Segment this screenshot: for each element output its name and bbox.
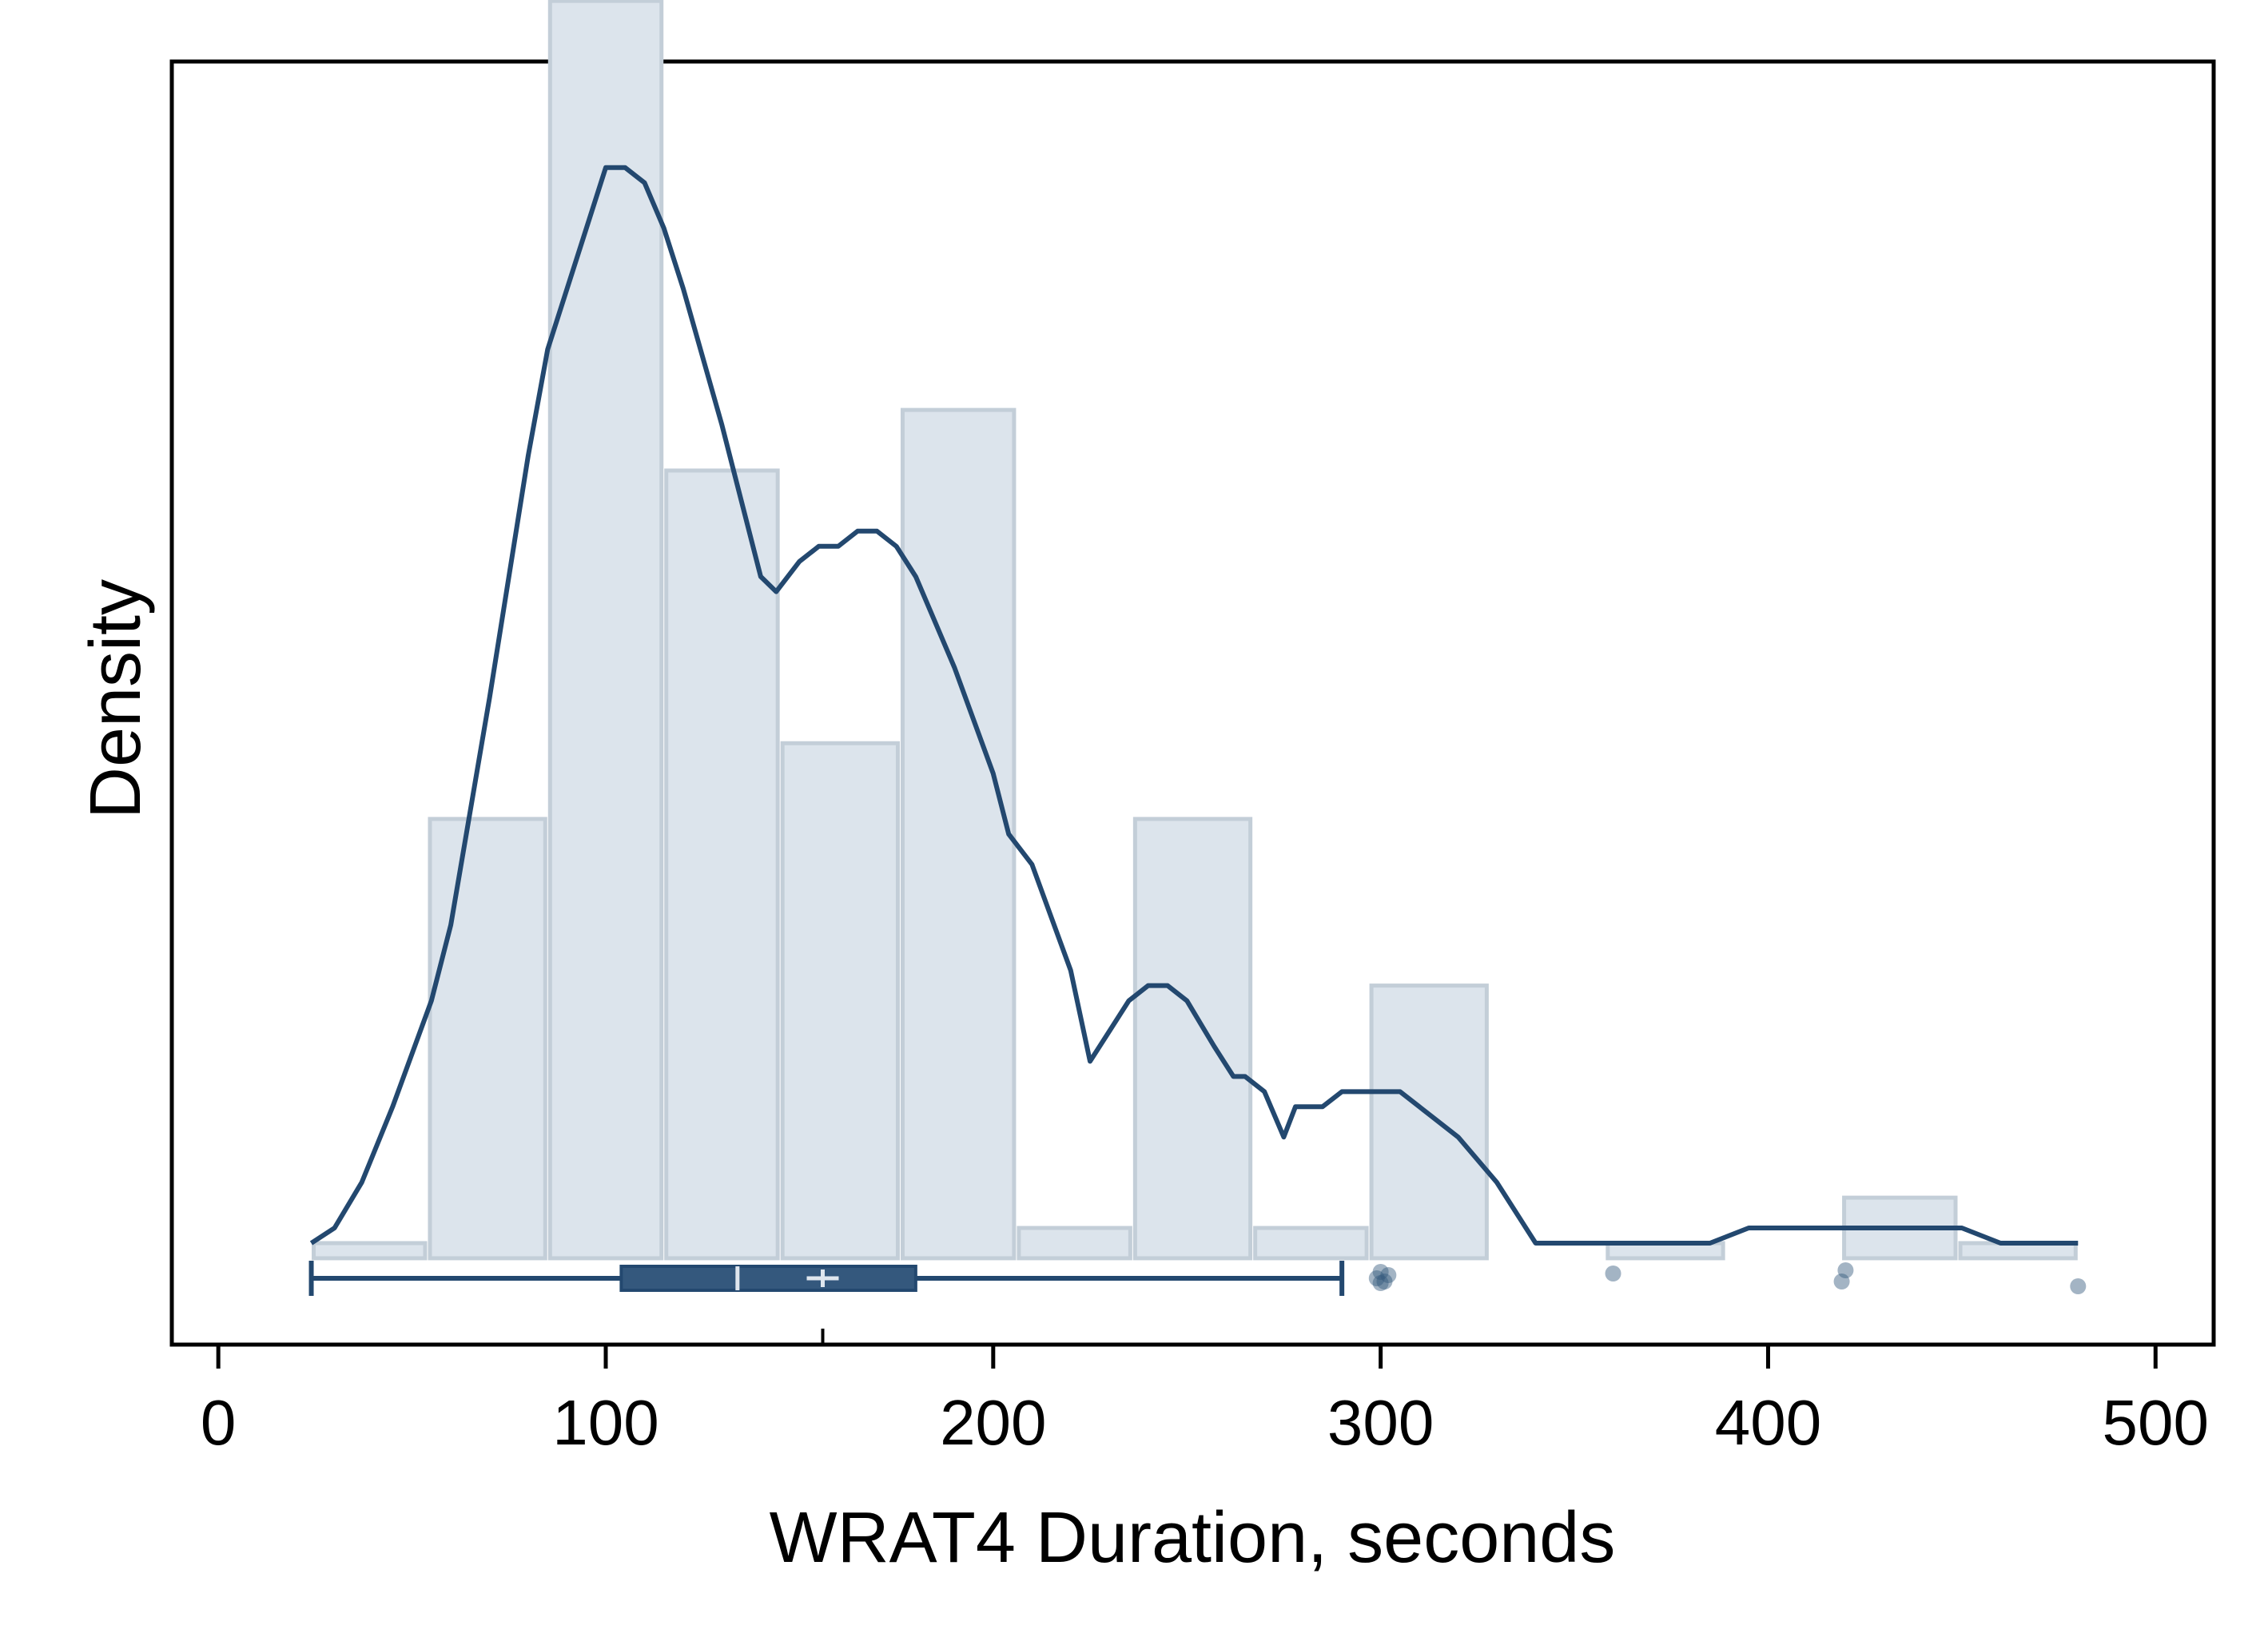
interquartile-box [619, 1265, 917, 1292]
x-tick-label: 500 [2103, 1387, 2209, 1458]
outlier-point [1368, 1270, 1385, 1286]
histogram-bars [312, 0, 2078, 1261]
histogram-bar [312, 1241, 428, 1261]
outlier-point [1376, 1274, 1393, 1289]
outlier-point [1372, 1275, 1389, 1291]
x-tick-label: 300 [1327, 1387, 1434, 1458]
x-tick-label: 100 [552, 1387, 659, 1458]
outlier-point [2070, 1278, 2087, 1294]
x-tick-label: 400 [1715, 1387, 1821, 1458]
histogram-bar [1253, 1226, 1369, 1261]
histogram-bar [1369, 983, 1489, 1261]
outlier-point [1380, 1267, 1397, 1283]
outlier-point [1372, 1264, 1389, 1280]
plot-area-frame [169, 59, 2216, 1347]
x-tick-label: 200 [940, 1387, 1046, 1458]
histogram-bar [900, 407, 1017, 1261]
histogram-bar [1017, 1226, 1132, 1261]
histogram-bar [1132, 817, 1253, 1261]
histogram-bar [547, 0, 664, 1261]
y-axis-title: Density [76, 579, 156, 819]
histogram-bar [664, 468, 780, 1261]
density-curve [309, 165, 2079, 1246]
boxplot [308, 1261, 2087, 1345]
x-axis-title: WRAT4 Duration, seconds [770, 1498, 1616, 1578]
x-axis: 0 100 200 300 400 500 [201, 1345, 2209, 1458]
histogram-bar [428, 817, 547, 1261]
histogram-bar [780, 741, 900, 1261]
outlier-point [1605, 1266, 1621, 1281]
x-tick-label: 0 [201, 1387, 237, 1458]
outlier-point [1833, 1274, 1850, 1289]
outlier-point [1837, 1262, 1854, 1278]
